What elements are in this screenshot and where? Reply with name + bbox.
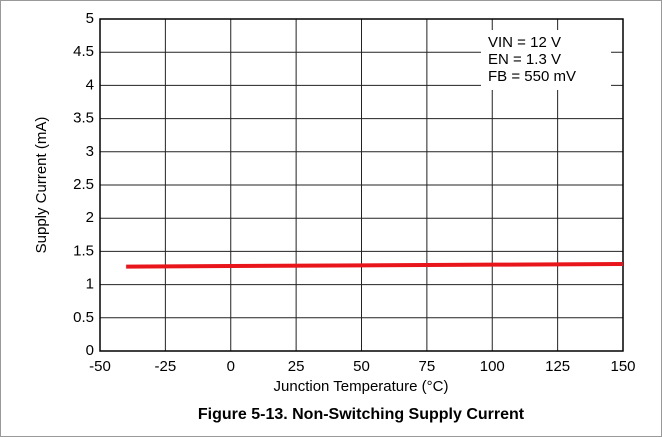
x-axis-label: Junction Temperature (°C) [274,378,449,395]
chart-title: Figure 5-13. Non-Switching Supply Curren… [198,406,525,423]
y-tick-label: 3.5 [73,110,94,127]
annotation: EN = 1.3 V [488,51,561,68]
y-tick-label: 5 [86,10,94,27]
line [126,262,624,269]
y-tick-label: 2 [86,209,94,226]
annotation-box [481,30,611,90]
y-tick-label: 1 [86,276,94,293]
x-tick-label: 75 [419,358,436,375]
y-tick-label: 0.5 [73,309,94,326]
x-tick-label: 125 [545,358,570,375]
x-tick-label: 25 [288,358,305,375]
annotation: FB = 550 mV [488,68,576,85]
plot-frame [99,18,624,352]
x-tick-label: -50 [89,358,111,375]
y-tick-label: 4.5 [73,43,94,60]
x-tick-label: 150 [610,358,635,375]
x-tick-label: 0 [227,358,235,375]
y-tick-label: 0 [86,342,94,359]
annotation: VIN = 12 V [488,34,561,51]
y-tick-label: 4 [86,76,94,93]
y-tick-label: 1.5 [73,242,94,259]
x-tick-label: -25 [155,358,177,375]
y-tick-label: 2.5 [73,176,94,193]
x-tick-label: 50 [353,358,370,375]
x-tick-label: 100 [480,358,505,375]
y-tick-label: 3 [86,143,94,160]
y-axis-label: Supply Current (mA) [33,117,50,254]
